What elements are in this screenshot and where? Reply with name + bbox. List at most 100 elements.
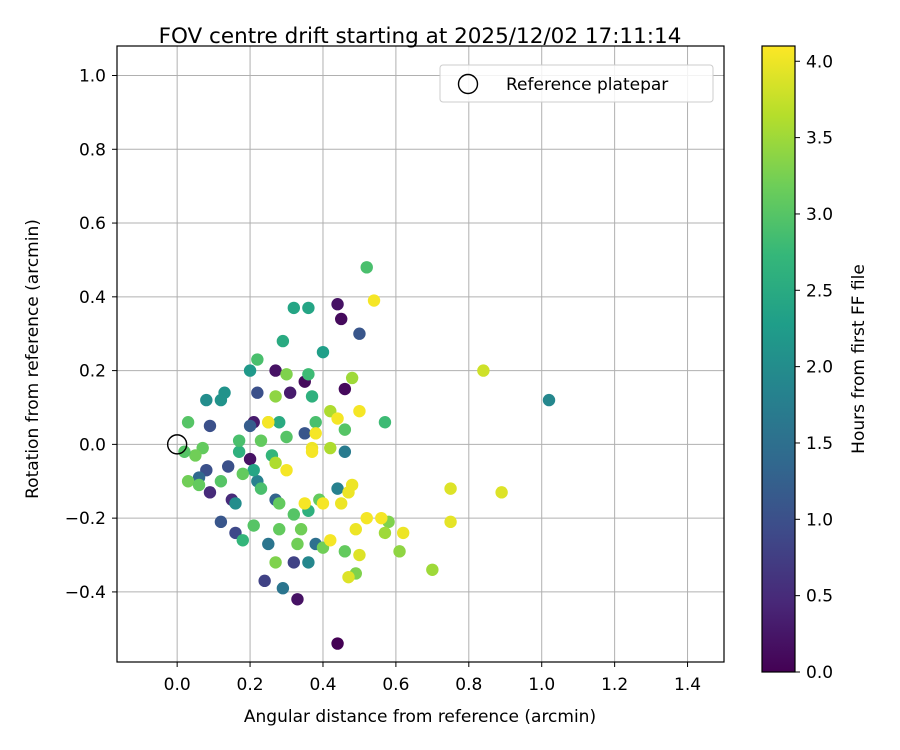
data-point [342,486,355,499]
data-point [316,345,330,359]
data-point [269,556,282,569]
data-point [254,434,268,447]
data-point [294,523,308,536]
x-axis-label: Angular distance from reference (arcmin) [244,707,596,727]
data-points [178,261,556,650]
data-point [495,486,508,499]
legend-entry-reference-platepar: Reference platepar [506,75,668,95]
data-point [305,445,319,458]
data-point [349,523,362,536]
colorbar-tick-label: 2.0 [806,358,833,378]
data-point [203,419,217,433]
data-point [229,497,242,510]
colorbar-tick-label: 1.5 [806,434,833,454]
data-point [360,261,373,274]
data-point [287,301,301,315]
x-tick-label: 0.8 [455,675,482,695]
data-point [243,419,257,433]
x-axis-ticks: 0.0 0.2 0.4 0.6 0.8 1.0 1.2 1.4 [164,662,701,695]
data-point [331,412,344,425]
y-tick-label: 0.4 [79,288,106,308]
data-point [298,497,311,510]
reference-marker-group [166,434,188,455]
data-point [542,393,556,407]
data-point [251,353,264,366]
y-axis-label: Rotation from reference (arcmin) [23,219,43,499]
y-tick-label: −0.2 [65,509,106,529]
data-point [353,548,366,562]
data-point [291,537,304,551]
data-point [353,404,366,418]
data-point [203,486,217,499]
data-point [181,475,195,488]
colorbar-tick-label: 3.5 [806,129,833,149]
y-tick-label: 0.0 [79,435,106,455]
data-point [269,364,282,377]
data-point [236,534,249,547]
data-point [258,574,271,588]
colorbar-tick-label: 1.0 [806,510,833,530]
data-point [345,371,359,385]
data-point [338,545,352,558]
data-point [291,593,304,606]
legend: Reference platepar [439,64,714,103]
data-point [353,327,366,340]
colorbar-label: Hours from first FF file [849,264,869,454]
reference-platepar-marker [166,434,188,455]
data-point [338,382,352,396]
data-point [276,582,290,595]
legend-box [439,64,714,103]
data-point [251,386,264,399]
x-tick-label: 0.2 [237,675,264,695]
data-point [331,298,344,311]
y-tick-label: 0.2 [79,362,106,382]
legend-reference-marker-icon [457,73,479,95]
colorbar-tick-label: 3.0 [806,205,833,225]
data-point [232,445,246,458]
data-point [331,637,344,650]
data-point [305,390,319,403]
data-point [393,545,406,558]
colorbar: 0.0 0.5 1.0 1.5 2.0 2.5 3.0 3.5 4.0 Hours from f… [761,45,869,683]
data-point [287,508,301,521]
chart-title: FOV centre drift starting at 2025/12/02 … [159,24,682,49]
y-tick-label: 0.8 [79,140,106,160]
plot-grid [117,46,724,662]
data-point [236,467,249,481]
plot-frame [116,45,725,663]
data-point [338,445,352,458]
data-point [192,478,206,492]
data-point [378,416,392,429]
data-point [331,482,344,495]
y-tick-label: 1.0 [79,67,106,87]
x-tick-label: 0.4 [309,675,336,695]
data-point [302,556,315,569]
data-point [426,563,439,576]
x-tick-label: 0.6 [382,675,409,695]
data-point [324,534,337,547]
data-point [214,475,228,488]
data-point [444,482,457,495]
data-point [189,449,202,462]
data-point [269,390,282,403]
data-point [342,570,355,584]
data-point [178,445,191,458]
data-point [316,497,330,510]
colorbar-bar [761,45,796,673]
data-point [221,460,235,473]
data-point [280,463,293,477]
data-point [367,294,381,307]
colorbar-tick-label: 2.5 [806,281,833,301]
data-point [247,519,260,532]
data-point [276,334,290,348]
data-point [302,368,315,381]
data-point [309,427,322,440]
data-point [396,526,410,540]
data-point [254,482,268,495]
x-tick-label: 0.0 [164,675,191,695]
data-point [335,497,348,510]
data-point [269,456,282,470]
data-point [309,416,322,429]
data-point [214,393,228,407]
y-tick-label: −0.4 [65,583,106,603]
